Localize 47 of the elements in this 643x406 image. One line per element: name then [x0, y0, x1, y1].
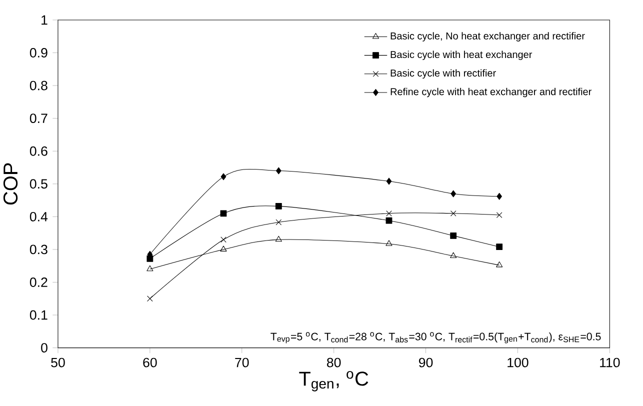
y-tick-label: 0.7: [30, 113, 48, 123]
point: [386, 210, 392, 216]
point: [275, 236, 282, 242]
x-tick-label: 50: [51, 358, 65, 368]
point: [450, 210, 456, 216]
point: [220, 246, 227, 252]
legend-label: Basic cycle with heat exchanger: [390, 50, 532, 60]
point: [496, 192, 502, 200]
x-tick-label: 100: [508, 358, 528, 368]
legend-label: Basic cycle, No heat exchanger and rectifier: [390, 32, 585, 42]
point: [275, 202, 282, 210]
point: [496, 243, 503, 250]
legend-label: Basic cycle with rectifier: [390, 69, 496, 78]
y-tick-label: 0.9: [30, 48, 48, 58]
point: [220, 236, 226, 242]
point: [146, 265, 154, 271]
point: [386, 178, 392, 185]
x-tick-label: 70: [235, 358, 249, 368]
y-tick-label: 0.2: [30, 277, 48, 287]
point: [386, 217, 392, 224]
x-tick-label: 110: [600, 358, 620, 368]
y-tick-label: 0.6: [30, 146, 48, 156]
y-tick-label: 0.1: [30, 310, 48, 320]
y-tick-label: 1: [42, 15, 48, 24]
y-tick-label: 0.8: [30, 80, 48, 90]
y-tick-label: 0: [41, 342, 48, 352]
y-tick-label: 0.3: [30, 244, 48, 254]
x-tick-label: 60: [143, 358, 157, 368]
y-tick-label: 0.4: [30, 212, 48, 222]
point: [496, 212, 502, 218]
point: [450, 190, 456, 197]
x-tick-label: 90: [418, 358, 433, 368]
point: [276, 167, 282, 174]
x-axis-title: T$_{gen}$, $^{o}$C: [299, 370, 368, 392]
point: [450, 232, 457, 239]
point: [496, 261, 503, 267]
point: [386, 240, 392, 246]
point: [276, 219, 282, 225]
point: [147, 296, 153, 302]
text: T$_{evp}$=5 $^{o}$C, T$_{cond}$=28 $^{o}$C, T$_{abs}$=30 $^{o}$C, T$_{rectif}$=0.5(T$_{gen}$+T$_{cond}$), ε$_{SHE}$=0.5: [270, 332, 601, 344]
x-tick-label: 80: [326, 358, 341, 368]
y-tick-label: 0.5: [30, 178, 48, 188]
point: [220, 210, 227, 216]
legend-label: Refine cycle with heat exchanger and rectifier: [390, 88, 592, 97]
point: [450, 252, 457, 258]
point: [220, 172, 226, 180]
y-axis-title: COP: [3, 163, 18, 204]
